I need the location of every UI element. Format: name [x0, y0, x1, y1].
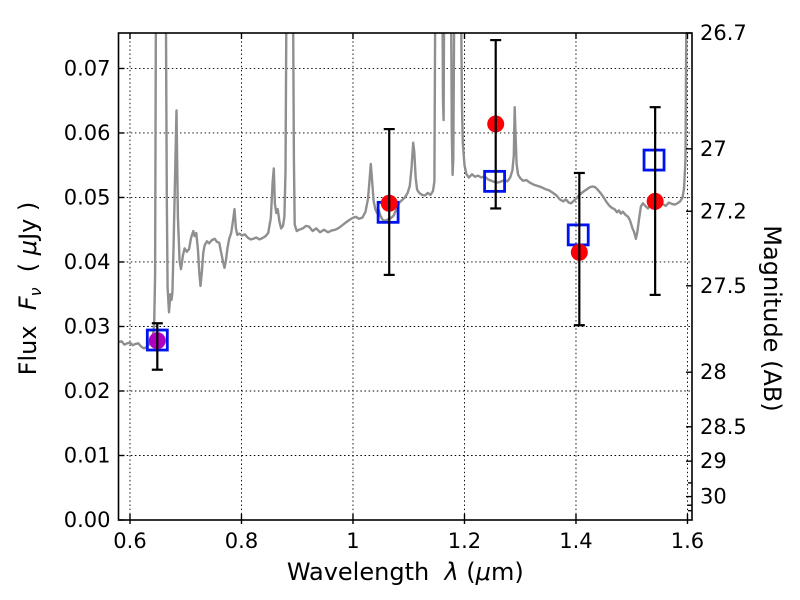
x-title-word: Wavelength	[287, 558, 445, 586]
y-title-paren: (	[14, 255, 42, 287]
x-tick-label: 1.4	[559, 529, 592, 553]
nu-subscript: ν	[26, 287, 45, 296]
y-tick-label-flux: 0.02	[64, 379, 111, 403]
y-tick-label-flux: 0.00	[64, 508, 111, 532]
error-bar	[490, 38, 502, 210]
lambda-symbol: λ	[442, 558, 458, 586]
plot-spines	[117, 32, 693, 521]
y-tick-label-magnitude: 26.7	[700, 21, 747, 45]
y-tick-label-magnitude: 28.5	[700, 415, 747, 439]
y-tick-label-magnitude: 27.5	[700, 274, 747, 298]
mu-symbol: μ	[475, 558, 491, 586]
axes-spines-and-ticks	[117, 32, 693, 524]
y-tick-label-magnitude: 29	[700, 449, 727, 473]
mu-symbol-flux: μ	[14, 240, 42, 256]
x-tick-label: 1.2	[448, 529, 481, 553]
y-tick-label-flux: 0.01	[64, 443, 111, 467]
y-tick-label-magnitude: 27.2	[700, 199, 747, 223]
model-flux-square	[642, 148, 666, 172]
x-tick-label: 0.6	[113, 529, 146, 553]
error-bar	[573, 171, 585, 327]
y-tick-label-flux: 0.03	[64, 314, 111, 338]
y-axis-title-magnitude: Magnitude (AB)	[758, 225, 786, 411]
y-tick-label-magnitude: 28	[700, 360, 727, 384]
x-title-unit: m)	[491, 558, 524, 586]
y-title-unit: Jy )	[14, 202, 42, 242]
x-tick-label: 0.8	[225, 529, 258, 553]
tick-labels: 0.6 0.8 1 1.2 1.4 1.6 0.00 0.01 0.02 0.03 0.04 0.05…	[64, 21, 747, 553]
error-bar	[649, 106, 661, 296]
x-title-paren: (	[459, 558, 476, 586]
model-flux-square	[483, 169, 506, 193]
y-axis-title-flux: Flux Fν ( μJy )	[14, 202, 45, 376]
grid-layer	[118, 33, 692, 520]
error-bars	[151, 38, 661, 371]
x-tick-label: 1	[346, 529, 359, 553]
y-tick-label-flux: 0.07	[64, 56, 111, 80]
y-tick-label-flux: 0.06	[64, 121, 111, 145]
x-tick-label: 1.6	[671, 529, 704, 553]
error-bar	[383, 128, 395, 276]
error-bar	[151, 322, 163, 371]
y-tick-label-flux: 0.05	[64, 185, 111, 209]
y-tick-label-flux: 0.04	[64, 250, 111, 274]
y-tick-label-magnitude: 27	[700, 137, 727, 161]
y-title-word: Flux	[14, 310, 42, 375]
x-axis-title: Wavelength λ (μm)	[287, 558, 524, 586]
y-tick-label-magnitude: 30	[700, 485, 727, 509]
flux-F-symbol: F	[14, 295, 42, 310]
